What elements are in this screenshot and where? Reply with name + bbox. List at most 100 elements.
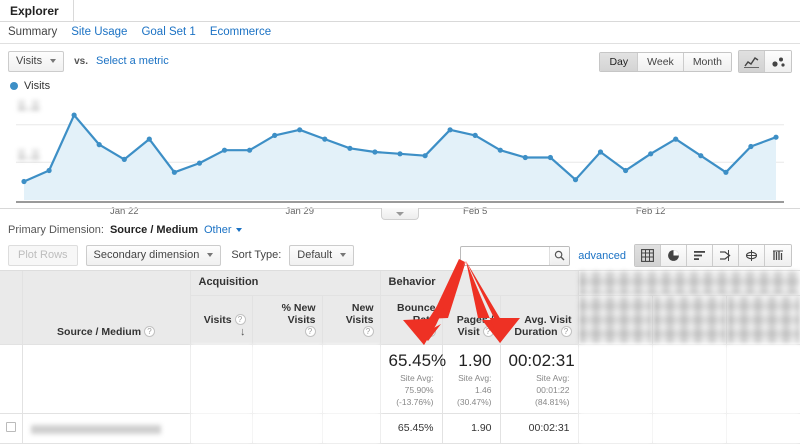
primary-dimension-row: Primary Dimension: Source / Medium Other [0,218,800,240]
table-search [460,245,571,266]
summary-redacted-cell-3 [726,344,800,414]
site-avg-label: Site Avg: [536,372,570,383]
pivot-view-icon[interactable] [739,245,765,266]
summary-bounce-rate-cell: 65.45% Site Avg: 75.90% (-13.76%) [380,344,447,414]
granularity-day[interactable]: Day [600,52,639,71]
term-cloud-view-icon[interactable] [765,245,791,266]
column-header-source-medium[interactable]: Source / Medium ? [22,271,191,345]
x-axis-tick-label: Feb 5 [463,206,488,217]
collapse-chart-button[interactable] [381,208,419,220]
site-avg-value: 1.46 [474,384,492,395]
granularity-month[interactable]: Month [683,52,731,71]
chart-controls: Day Week Month [599,50,792,73]
metric-value: 65.45% [388,350,447,370]
help-icon[interactable]: ? [143,326,155,338]
data-table: Source / Medium ? Acquisition Behavior V… [0,270,800,444]
row-visits-cell [190,413,253,444]
column-header-redacted-2 [652,295,727,345]
site-avg-label: Site Avg: [400,372,434,383]
site-avg-value: 00:01:22 [536,384,570,395]
primary-metric-dropdown[interactable]: Visits [8,50,65,72]
primary-dimension-other-dropdown[interactable]: Other [204,224,242,236]
column-label: Visits [203,313,232,326]
help-icon[interactable]: ? [560,326,572,338]
help-icon[interactable]: ? [304,326,316,338]
subnav-item-ecommerce[interactable]: Ecommerce [209,26,272,38]
y-axis-label-top-redacted [18,100,40,111]
search-icon[interactable] [549,246,570,265]
column-header-avg-visit-duration[interactable]: Avg. Visit Duration ? [500,295,579,345]
chevron-down-icon [207,253,214,257]
column-header-bounce-rate[interactable]: Bounce Rate ? [380,295,443,345]
column-label: Source / Medium [57,325,142,338]
help-icon[interactable]: ? [234,314,246,326]
column-group-behavior: Behavior [380,271,579,296]
row-redacted-cell-3 [726,413,800,444]
column-label: % New Visits [281,301,316,326]
column-header-new-visits[interactable]: New Visits ? [322,295,381,345]
subnav-item-goal-set-1[interactable]: Goal Set 1 [141,26,196,38]
bar-chart-view-icon[interactable] [687,245,713,266]
metric-value: 00:02:31 [508,350,575,370]
table-view-segmented-control [634,244,792,267]
motion-chart-icon[interactable] [765,51,791,72]
granularity-week[interactable]: Week [638,52,684,71]
row-checkbox-cell[interactable] [0,413,23,444]
primary-metric-label: Visits [16,55,43,67]
sort-type-label: Sort Type: [231,249,282,261]
help-icon[interactable]: ? [482,326,494,338]
tab-strip: Explorer [0,0,800,22]
legend-label-visits: Visits [24,80,51,92]
row-pct-new-visits-cell [252,413,323,444]
chart-footer [0,208,800,222]
plot-rows-button[interactable]: Plot Rows [8,244,78,266]
report-subnav: Summary Site Usage Goal Set 1 Ecommerce [0,22,800,44]
secondary-dimension-dropdown[interactable]: Secondary dimension [85,244,222,266]
y-axis-label-mid-redacted [18,149,40,160]
subnav-item-site-usage[interactable]: Site Usage [71,26,128,38]
gutter-header [0,271,23,345]
table-row[interactable]: 65.45% 1.90 00:02:31 [0,413,800,444]
chevron-down-icon [340,253,347,257]
summary-redacted-cell-2 [652,344,727,414]
chart-legend: Visits [0,78,800,94]
chart-type-segmented-control [738,50,792,73]
chart-plot-area[interactable]: Jan 22 Jan 29 Feb 5 Feb 12 [16,94,784,217]
help-icon[interactable]: ? [424,326,436,338]
select-a-metric-link[interactable]: Select a metric [96,55,169,67]
row-checkbox[interactable] [5,421,16,432]
x-axis-tick-label: Jan 22 [110,206,139,217]
summary-new-visits-cell [322,344,381,414]
pie-chart-view-icon[interactable] [661,245,687,266]
row-redacted-cell-2 [652,413,727,444]
column-header-pct-new-visits[interactable]: % New Visits ? [252,295,323,345]
search-input[interactable] [461,246,550,265]
row-dimension-cell[interactable] [22,413,191,444]
column-group-redacted [578,271,800,296]
visits-chart: Visits Jan 22 Jan 29 Feb 5 Feb 12 [0,78,800,220]
metric-selector-bar: Visits vs. Select a metric Day Week Mont… [0,44,800,78]
x-axis-tick-label: Feb 12 [635,206,666,217]
column-group-acquisition: Acquisition [190,271,381,296]
comparison-view-icon[interactable] [713,245,739,266]
site-avg-value: 75.90% [404,384,434,395]
line-chart-icon[interactable] [739,51,765,72]
chevron-down-icon [396,211,404,216]
tab-explorer[interactable]: Explorer [0,0,74,22]
metric-value: 1.90 [458,350,492,370]
column-header-redacted-3 [726,295,800,345]
help-icon[interactable]: ? [362,326,374,338]
granularity-segmented-control: Day Week Month [599,51,732,72]
primary-dimension-value[interactable]: Source / Medium [109,224,198,236]
summary-gutter [0,344,23,414]
column-header-visits[interactable]: Visits ? ↓ [190,295,253,345]
table-view-icon[interactable] [635,245,661,266]
subnav-item-summary[interactable]: Summary [8,26,58,38]
advanced-filter-link[interactable]: advanced [578,249,626,262]
primary-dimension-label: Primary Dimension: [8,224,104,236]
sort-type-value: Default [297,249,333,261]
sort-type-dropdown[interactable]: Default [289,244,355,266]
column-header-pages-per-visit[interactable]: Pages / Visit ? [442,295,501,345]
table-toolbar: Plot Rows Secondary dimension Sort Type:… [0,240,800,270]
sort-descending-icon[interactable]: ↓ [240,325,246,338]
